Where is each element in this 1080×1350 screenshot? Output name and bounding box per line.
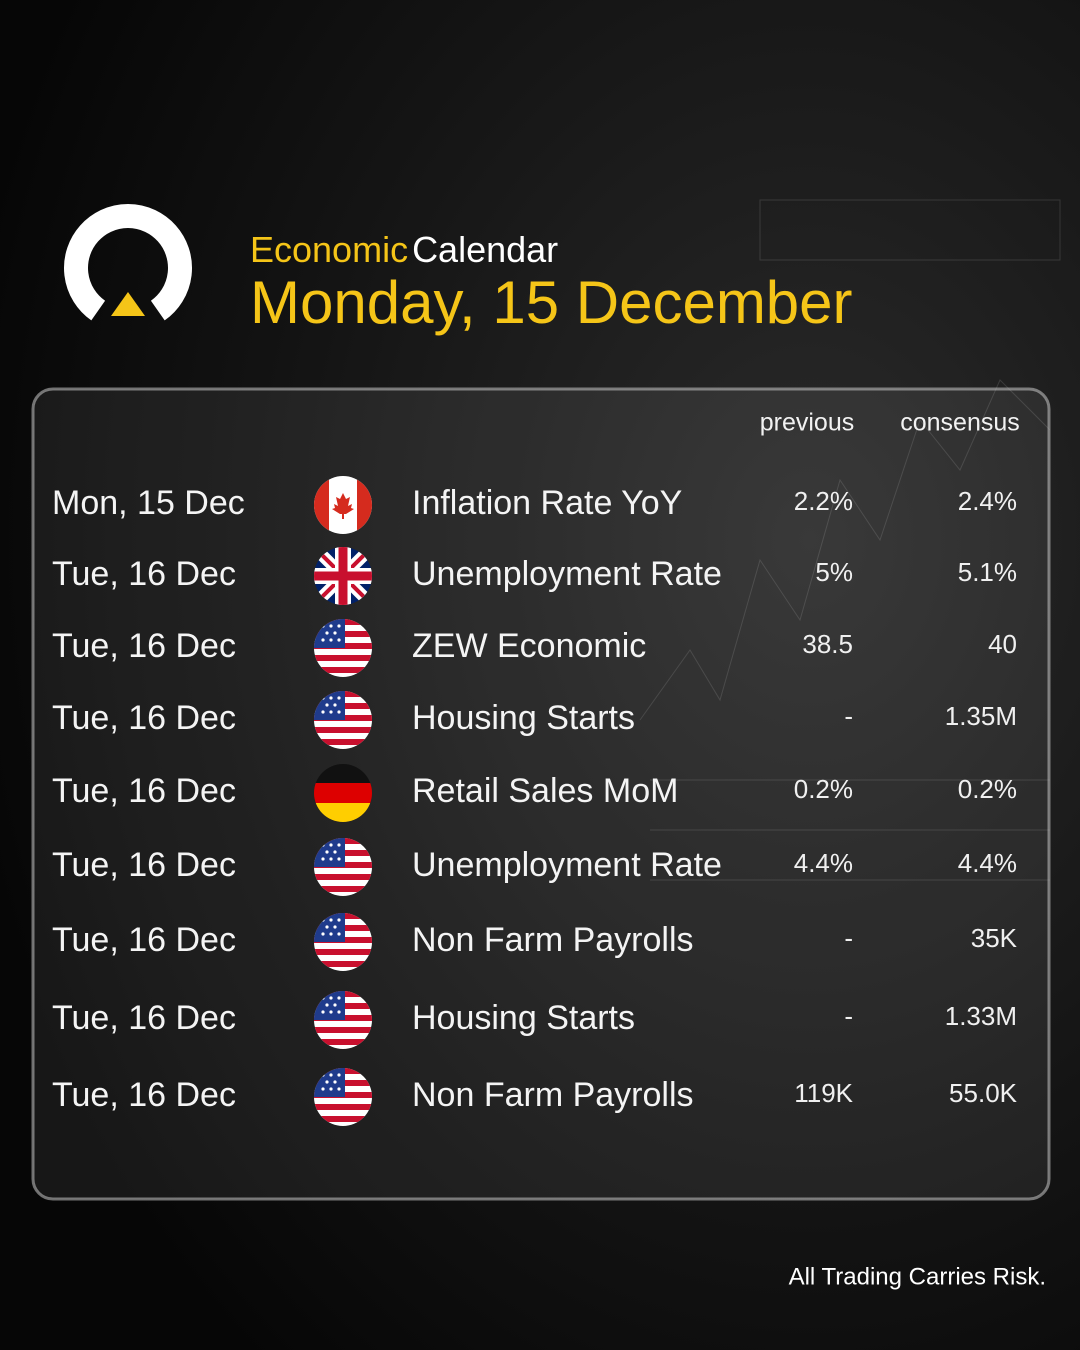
disclaimer: All Trading Carries Risk.	[789, 1263, 1046, 1290]
consensus-value: 35K	[971, 923, 1018, 953]
title-highlight: Economic	[250, 229, 408, 270]
event-name: Housing Starts	[412, 999, 635, 1037]
column-header: previous	[760, 409, 855, 437]
event-date: Tue, 16 Dec	[52, 1076, 236, 1114]
background-decoration	[639, 199, 1061, 881]
consensus-value: 2.4%	[958, 486, 1017, 516]
event-date: Tue, 16 Dec	[52, 699, 236, 737]
previous-value: 5%	[815, 557, 853, 587]
event-date: Tue, 16 Dec	[52, 627, 236, 665]
date-heading: Monday, 15 December	[250, 269, 853, 336]
event-date: Tue, 16 Dec	[52, 921, 236, 959]
event-name: Non Farm Payrolls	[412, 1076, 694, 1114]
event-date: Tue, 16 Dec	[52, 555, 236, 593]
event-name: Housing Starts	[412, 699, 635, 737]
previous-value: 0.2%	[794, 774, 853, 804]
previous-value: 4.4%	[794, 848, 853, 878]
event-name: Retail Sales MoM	[412, 772, 678, 810]
previous-value: -	[844, 701, 853, 731]
previous-value: 2.2%	[794, 486, 853, 516]
table-panel	[31, 387, 1051, 1201]
consensus-value: 40	[988, 629, 1017, 659]
consensus-value: 4.4%	[958, 848, 1017, 878]
event-name: Inflation Rate YoY	[412, 484, 682, 522]
previous-value: 119K	[794, 1078, 853, 1108]
previous-value: 38.5	[802, 629, 853, 659]
previous-value: -	[844, 923, 853, 953]
event-name: ZEW Economic	[412, 627, 646, 665]
logo	[64, 204, 192, 321]
title-rest: Calendar	[412, 229, 558, 270]
consensus-value: 1.33M	[945, 1001, 1017, 1031]
event-date: Tue, 16 Dec	[52, 772, 236, 810]
table-rows: Mon, 15 Dec Inflation Rate YoY 2.2% 2.4% Tue…	[52, 475, 1018, 1127]
consensus-value: 1.35M	[945, 701, 1017, 731]
event-name: Unemployment Rate	[412, 555, 722, 593]
consensus-value: 0.2%	[958, 774, 1017, 804]
event-date: Tue, 16 Dec	[52, 999, 236, 1037]
consensus-value: 5.1%	[958, 557, 1017, 587]
event-date: Mon, 15 Dec	[52, 484, 245, 522]
previous-value: -	[844, 1001, 853, 1031]
event-name: Non Farm Payrolls	[412, 921, 694, 959]
event-name: Unemployment Rate	[412, 846, 722, 884]
consensus-value: 55.0K	[949, 1078, 1018, 1108]
column-header: consensus	[900, 409, 1020, 437]
event-date: Tue, 16 Dec	[52, 846, 236, 884]
title: Economic Calendar	[250, 229, 558, 270]
